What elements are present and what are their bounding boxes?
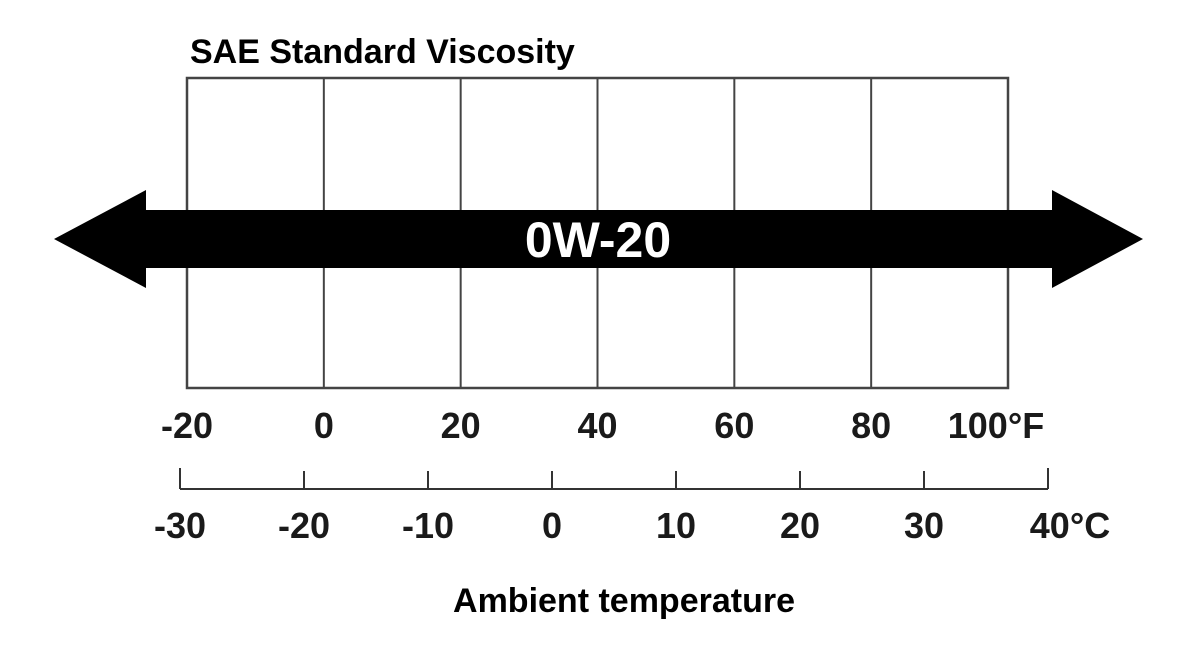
f-tick-label: 80 xyxy=(851,405,891,446)
celsius-axis: -30 -20 -10 0 10 20 30 40°C xyxy=(154,468,1110,546)
fahrenheit-axis: -20 0 20 40 60 80 100°F xyxy=(161,405,1044,446)
band-label: 0W-20 xyxy=(525,212,671,268)
c-tick-label: 10 xyxy=(656,505,696,546)
c-tick-label: 0 xyxy=(542,505,562,546)
chart-title: SAE Standard Viscosity xyxy=(190,33,575,71)
f-tick-label: 100°F xyxy=(948,405,1044,446)
c-tick-label: -10 xyxy=(402,505,454,546)
f-tick-label: 40 xyxy=(577,405,617,446)
c-tick-label: 40°C xyxy=(1030,505,1110,546)
f-tick-label: 60 xyxy=(714,405,754,446)
c-tick-label: -20 xyxy=(278,505,330,546)
c-tick-label: 30 xyxy=(904,505,944,546)
x-axis-label: Ambient temperature xyxy=(453,582,795,620)
plot-area: 0W-20 xyxy=(54,76,1143,390)
f-tick-label: -20 xyxy=(161,405,213,446)
c-tick-label: 20 xyxy=(780,505,820,546)
f-tick-label: 20 xyxy=(441,405,481,446)
c-tick-label: -30 xyxy=(154,505,206,546)
viscosity-band xyxy=(54,190,1143,288)
f-tick-label: 0 xyxy=(314,405,334,446)
